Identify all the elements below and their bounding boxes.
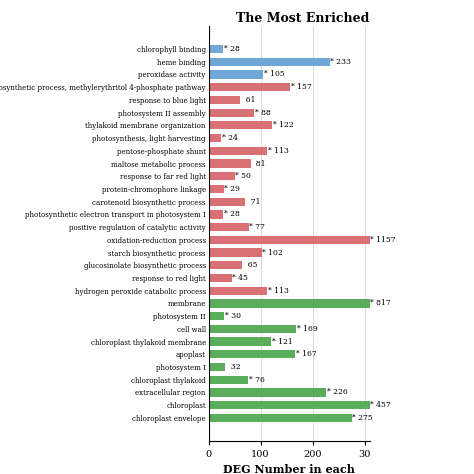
Bar [209, 287, 267, 295]
Text: * 28: * 28 [224, 45, 239, 53]
Text: * 76: * 76 [248, 376, 264, 383]
Text: * 167: * 167 [296, 350, 317, 358]
Text: * 24: * 24 [221, 134, 237, 142]
Bar [209, 58, 330, 66]
Text: 61: 61 [241, 96, 255, 104]
Bar [209, 261, 242, 269]
Bar [209, 146, 267, 155]
Bar [209, 414, 352, 422]
Text: * 102: * 102 [262, 248, 283, 256]
Text: 71: 71 [246, 198, 261, 206]
Text: * 77: * 77 [249, 223, 265, 231]
Text: * 29: * 29 [224, 185, 240, 193]
Bar [209, 236, 370, 244]
Text: * 122: * 122 [273, 121, 293, 129]
Bar [209, 375, 248, 384]
Bar [209, 299, 370, 308]
Text: * 113: * 113 [268, 147, 289, 155]
Bar [209, 401, 370, 409]
Text: * 121: * 121 [272, 337, 293, 346]
Bar [209, 248, 262, 256]
Bar [209, 325, 296, 333]
Bar [209, 312, 224, 320]
Text: * 157: * 157 [291, 83, 311, 91]
Bar [209, 159, 251, 168]
Text: * 113: * 113 [268, 287, 289, 295]
Text: * 50: * 50 [235, 172, 251, 180]
Text: * 105: * 105 [264, 71, 284, 79]
Text: * 1157: * 1157 [370, 236, 396, 244]
Text: The Most Enriched: The Most Enriched [237, 12, 370, 25]
Bar [209, 350, 295, 358]
Bar [209, 363, 225, 371]
Bar [209, 45, 223, 53]
Bar [209, 223, 248, 231]
Bar [209, 185, 224, 193]
Text: * 275: * 275 [352, 414, 373, 422]
Bar [209, 172, 235, 180]
Text: * 457: * 457 [370, 401, 391, 409]
Bar [209, 121, 272, 129]
Text: 65: 65 [243, 261, 257, 269]
Bar [209, 337, 272, 346]
Bar [209, 198, 246, 206]
Text: * 30: * 30 [225, 312, 241, 320]
Text: * 226: * 226 [327, 388, 347, 396]
Text: * 817: * 817 [370, 300, 391, 307]
Bar [209, 210, 223, 219]
Bar [209, 83, 290, 91]
Bar [209, 388, 326, 397]
Bar [209, 109, 255, 117]
Text: * 169: * 169 [297, 325, 318, 333]
Text: * 88: * 88 [255, 109, 271, 117]
X-axis label: DEG Number in each: DEG Number in each [223, 465, 355, 474]
Bar [209, 70, 263, 79]
Text: 32: 32 [226, 363, 240, 371]
Bar [209, 96, 240, 104]
Text: * 45: * 45 [232, 274, 248, 282]
Text: * 233: * 233 [330, 58, 351, 66]
Text: 81: 81 [251, 160, 266, 167]
Text: * 28: * 28 [224, 210, 239, 219]
Bar [209, 274, 232, 282]
Bar [209, 134, 221, 142]
